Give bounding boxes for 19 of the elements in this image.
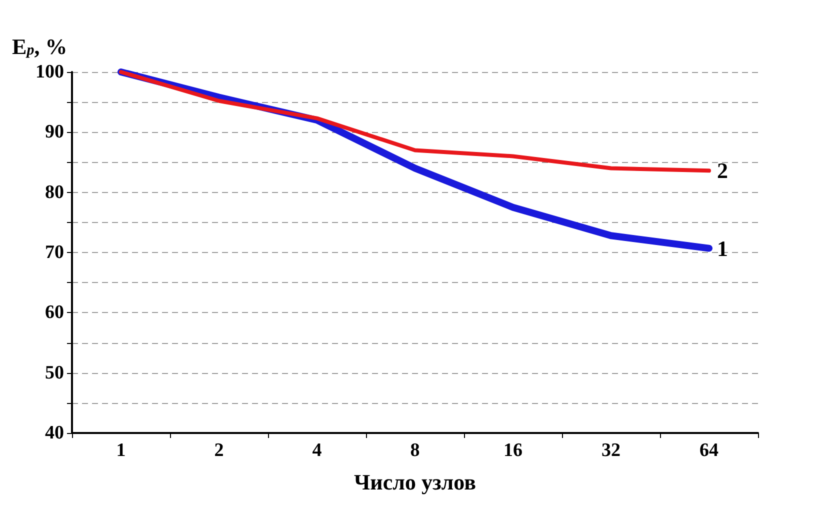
y-tick-label: 60	[45, 302, 64, 324]
x-tick-label: 1	[116, 440, 126, 461]
line-series	[119, 70, 711, 173]
x-tick-label: 16	[504, 440, 522, 461]
x-tick-label: 2	[214, 440, 224, 461]
y-tick-label: 80	[45, 182, 64, 203]
x-tick-label: 8	[410, 440, 420, 461]
x-tick-label: 32	[602, 440, 620, 461]
x-tick-label: 64	[700, 440, 719, 461]
series-label: 2	[717, 158, 728, 184]
x-tick-label: 4	[312, 440, 322, 461]
series-label: 1	[717, 236, 728, 261]
y-tick-label: 90	[45, 122, 64, 143]
y-axis-title: Ep, %	[12, 34, 68, 59]
y-tick-label: 50	[45, 362, 64, 384]
x-axis-title: Число узлов	[354, 470, 476, 494]
y-tick-label: 40	[45, 422, 64, 444]
y-tick-label: 100	[36, 62, 64, 82]
y-tick-label: 70	[45, 242, 64, 263]
